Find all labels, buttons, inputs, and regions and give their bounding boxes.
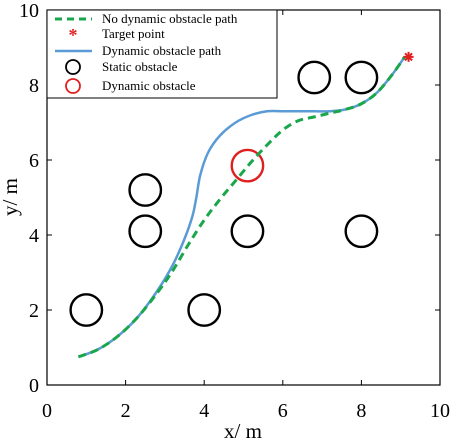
dynamic-obstacle-circle	[230, 148, 265, 183]
y-axis-label: y/ m	[0, 178, 22, 216]
legend-swatch-dynamic-obstacle	[65, 78, 81, 94]
target-point-stroke	[404, 52, 413, 62]
x-tick-label: 8	[356, 400, 366, 422]
legend: No dynamic obstacle path * Target point …	[46, 9, 278, 99]
legend-label-no-dynamic-path: No dynamic obstacle path	[102, 11, 238, 26]
static-obstacle-circle	[187, 293, 222, 327]
x-tick-label: 4	[199, 400, 209, 422]
no-dynamic-obstacle-path-line	[77, 56, 406, 359]
y-tick-label: 8	[29, 75, 39, 97]
static-obstacle-circle	[344, 214, 379, 249]
static-obstacle-circle	[128, 173, 163, 207]
y-tick-label: 0	[29, 375, 39, 397]
tick-labels: 0 2 4 6 8 10 0 2 4 6 8 10	[19, 0, 450, 422]
static-obstacle-circle	[344, 60, 379, 95]
legend-label-dynamic-obstacle: Dynamic obstacle	[102, 78, 196, 93]
y-tick-label: 10	[19, 0, 39, 22]
y-tick-label: 6	[29, 150, 39, 172]
dynamic-obstacle-path-line	[77, 56, 406, 359]
legend-swatch-target-point: *	[69, 25, 78, 45]
legend-label-dynamic-path: Dynamic obstacle path	[102, 43, 222, 58]
x-axis-label: x/ m	[224, 419, 262, 442]
static-obstacle-circle	[297, 60, 332, 95]
plot-area	[69, 51, 414, 359]
target-point-marker	[403, 51, 414, 62]
x-tick-label: 10	[430, 400, 450, 422]
x-tick-label: 6	[278, 400, 288, 422]
legend-label-static-obstacle: Static obstacle	[102, 59, 178, 74]
x-tick-label: 0	[42, 400, 52, 422]
static-obstacle-circle	[69, 293, 104, 327]
legend-box	[46, 9, 278, 99]
y-tick-label: 2	[29, 300, 39, 322]
legend-swatch-static-obstacle	[65, 59, 81, 75]
static-obstacle-circle	[128, 214, 163, 249]
x-tick-label: 2	[121, 400, 131, 422]
static-obstacle-circle	[230, 214, 265, 249]
y-tick-label: 4	[29, 225, 39, 247]
legend-label-target-point: Target point	[102, 26, 165, 41]
